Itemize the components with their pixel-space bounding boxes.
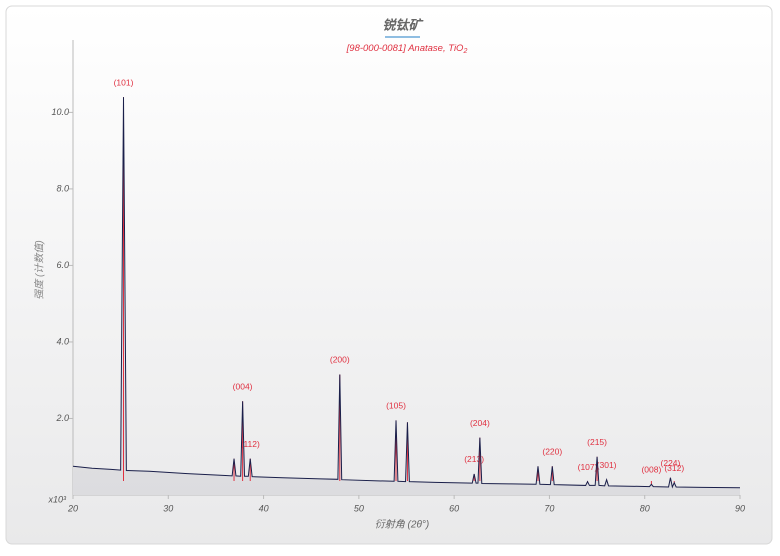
panel: [5, 5, 773, 545]
y-tick-label: 6.0: [56, 260, 69, 270]
peak-label: (312): [664, 463, 684, 473]
peak-label: (213): [464, 454, 484, 464]
x-tick-label: 40: [259, 503, 269, 513]
peak-label: (101): [114, 77, 134, 87]
chart-subtitle: [98-000-0081] Anatase, TiO2: [346, 43, 468, 55]
peak-label: (224): [661, 458, 681, 468]
x-tick-label: 60: [449, 503, 459, 513]
x-tick-label: 80: [640, 503, 650, 513]
subtitle-main: [98-000-0081] Anatase, TiO: [346, 43, 464, 54]
peak-label: (215): [587, 437, 607, 447]
peak-label: (200): [330, 355, 350, 365]
y-unit: x10³: [47, 494, 67, 504]
y-tick-label: 10.0: [51, 107, 69, 117]
y-tick-label: 4.0: [56, 336, 69, 346]
subtitle-sub: 2: [462, 48, 467, 55]
peak-label: (204): [470, 418, 490, 428]
peak-label: (008): [641, 465, 661, 475]
x-tick-label: 30: [163, 503, 173, 513]
peak-label: (105): [386, 401, 406, 411]
peak-label: (107): [578, 462, 598, 472]
peak-label: (112): [241, 439, 260, 449]
y-tick-label: 2.0: [55, 413, 69, 423]
y-tick-label: 8.0: [56, 183, 69, 193]
x-tick-label: 70: [544, 503, 554, 513]
x-tick-label: 50: [354, 503, 364, 513]
y-axis-label: 强度 (计数值): [34, 240, 46, 299]
x-tick-label: 90: [735, 503, 745, 513]
pattern-line: [72, 97, 741, 489]
peak-label: (220): [542, 447, 562, 457]
chart-title: 锐钛矿: [382, 17, 424, 32]
x-tick-label: 20: [67, 503, 78, 513]
peak-label: (004): [233, 382, 253, 392]
x-axis-label: 衍射角 (2θ°): [375, 519, 429, 531]
peak-label: (301): [597, 460, 617, 470]
